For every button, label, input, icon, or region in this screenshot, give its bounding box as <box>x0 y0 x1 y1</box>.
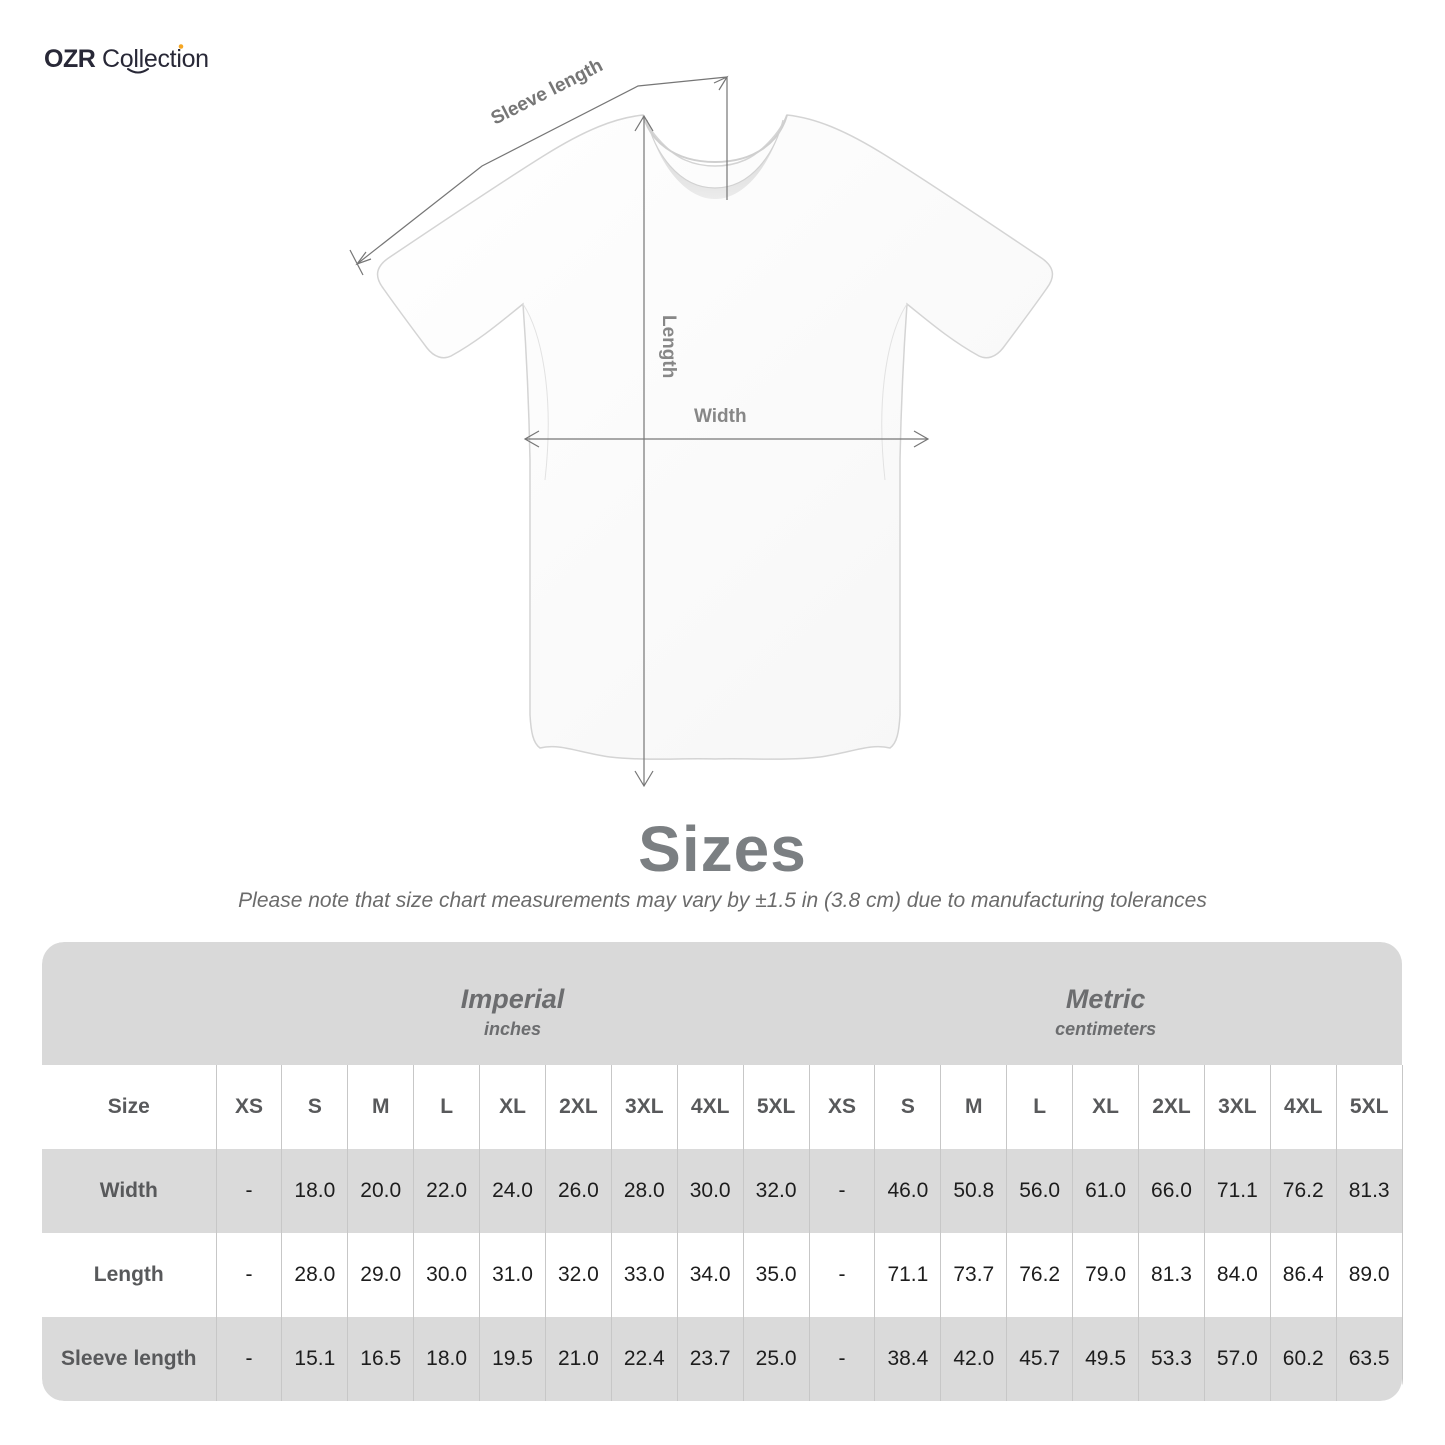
svg-text:Width: Width <box>694 406 747 427</box>
svg-text:OZR: OZR <box>44 45 96 73</box>
svg-text:Length: Length <box>658 315 679 378</box>
svg-text:Collection: Collection <box>102 45 209 73</box>
svg-text:Sleeve length: Sleeve length <box>488 60 607 129</box>
